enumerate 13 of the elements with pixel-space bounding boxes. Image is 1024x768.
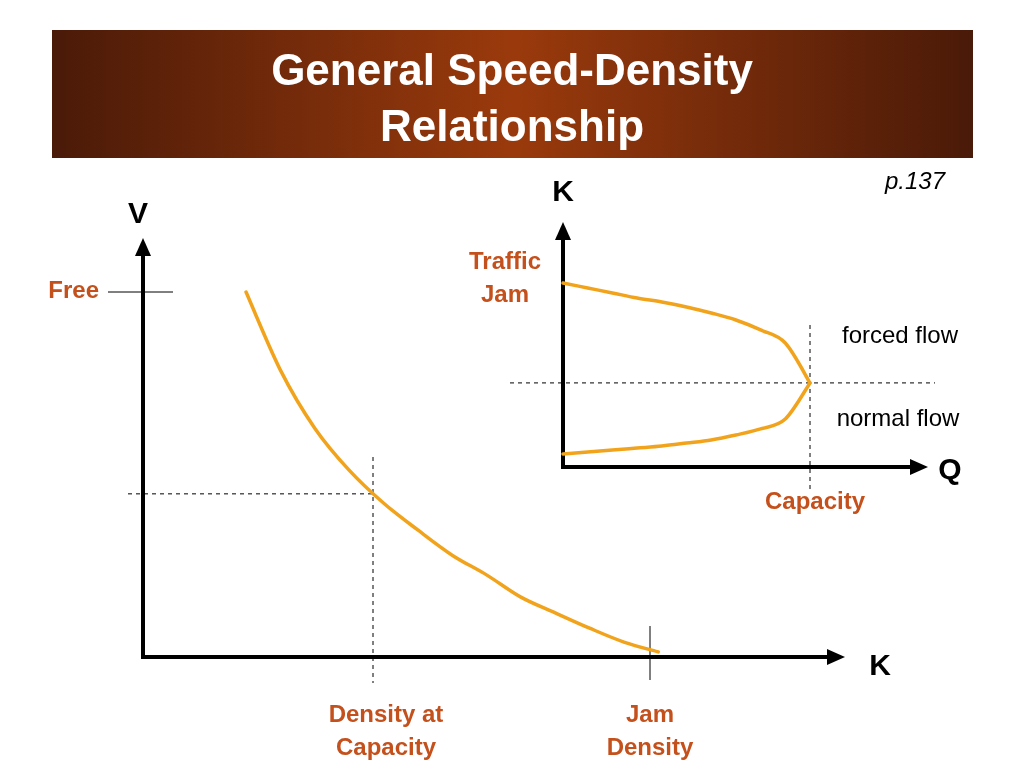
annotation: normal flow <box>836 404 961 431</box>
annotation: Capacity <box>764 487 866 514</box>
ref-line-label: Free <box>48 276 99 303</box>
text: Density at Capacity <box>328 700 444 760</box>
text: p.137 <box>883 167 947 194</box>
x-axis-title: K <box>869 648 892 681</box>
annotation: forced flow <box>841 321 959 348</box>
y-axis-title: K <box>552 174 575 207</box>
x-axis-title: Q <box>938 452 962 485</box>
annotation: Traffic Jam <box>468 247 542 307</box>
chart-title: General Speed-Density Relationship <box>271 45 754 150</box>
y-axis-title: V <box>127 196 149 229</box>
text: Jam Density <box>606 700 694 760</box>
